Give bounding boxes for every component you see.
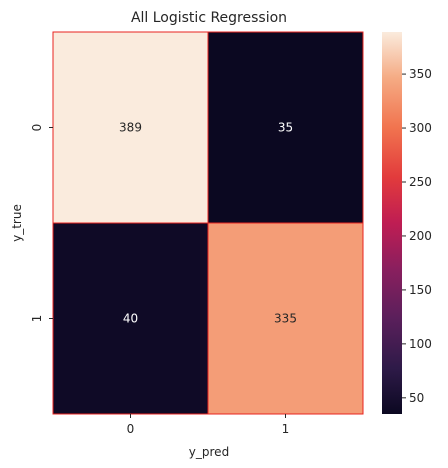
colorbar-tick-label-4: 250 xyxy=(409,175,432,189)
y-tick-label-1: 1 xyxy=(30,315,44,323)
heatmap-cell-0-0 xyxy=(52,31,209,224)
colorbar-ticks: 50 100 150 200 250 300 350 xyxy=(402,67,432,405)
colorbar-tick-label-0: 50 xyxy=(409,391,424,405)
heatmap-cell-1-1 xyxy=(207,222,364,415)
colorbar-tick-label-3: 200 xyxy=(409,229,432,243)
x-tick-label-1: 1 xyxy=(282,422,290,436)
cell-annotation-0-1: 35 xyxy=(278,121,293,135)
y-axis: 01 xyxy=(30,124,53,323)
heatmap-cell-1-0 xyxy=(52,222,209,415)
cell-annotation-1-1: 335 xyxy=(274,312,297,326)
chart-title: All Logistic Regression xyxy=(131,10,287,26)
cell-annotation-1-0: 40 xyxy=(123,312,138,326)
heatmap-cells xyxy=(52,31,364,415)
cell-annotations: 389 35 40 335 xyxy=(119,121,297,326)
heatmap-cell-0-1 xyxy=(207,31,364,224)
x-axis-label: y_pred xyxy=(189,445,229,459)
y-tick-label-0: 0 xyxy=(30,124,44,132)
colorbar xyxy=(382,32,402,414)
y-axis-label: y_true xyxy=(10,204,24,242)
colorbar-tick-label-1: 100 xyxy=(409,337,432,351)
colorbar-tick-label-5: 300 xyxy=(409,121,432,135)
colorbar-tick-label-2: 150 xyxy=(409,283,432,297)
colorbar-tick-label-6: 350 xyxy=(409,67,432,81)
x-tick-label-0: 0 xyxy=(127,422,135,436)
cell-annotation-0-0: 389 xyxy=(119,121,142,135)
